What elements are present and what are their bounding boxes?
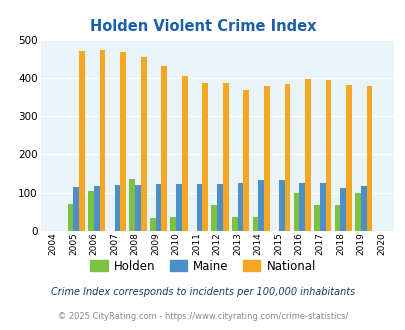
Legend: Holden, Maine, National: Holden, Maine, National	[85, 255, 320, 278]
Bar	[88, 191, 94, 231]
Bar	[176, 183, 181, 231]
Bar	[73, 187, 79, 231]
Bar	[313, 205, 319, 231]
Bar	[284, 84, 290, 231]
Bar	[345, 85, 351, 231]
Text: Crime Index corresponds to incidents per 100,000 inhabitants: Crime Index corresponds to incidents per…	[51, 287, 354, 297]
Bar	[217, 183, 222, 231]
Bar	[135, 185, 141, 231]
Bar	[202, 83, 208, 231]
Bar	[211, 205, 217, 231]
Bar	[100, 50, 105, 231]
Bar	[258, 181, 263, 231]
Bar	[243, 90, 249, 231]
Bar	[149, 217, 155, 231]
Bar	[325, 80, 330, 231]
Bar	[79, 51, 85, 231]
Bar	[252, 217, 258, 231]
Bar	[94, 186, 100, 231]
Bar	[339, 188, 345, 231]
Bar	[278, 181, 284, 231]
Bar	[196, 183, 202, 231]
Bar	[319, 183, 325, 231]
Bar	[155, 184, 161, 231]
Text: Holden Violent Crime Index: Holden Violent Crime Index	[90, 19, 315, 34]
Bar	[222, 83, 228, 231]
Bar	[129, 179, 135, 231]
Bar	[231, 217, 237, 231]
Bar	[170, 217, 176, 231]
Bar	[360, 186, 366, 231]
Bar	[298, 183, 304, 231]
Bar	[237, 183, 243, 231]
Bar	[304, 79, 310, 231]
Bar	[161, 66, 167, 231]
Bar	[114, 185, 120, 231]
Bar	[181, 76, 187, 231]
Bar	[141, 57, 146, 231]
Bar	[366, 85, 371, 231]
Bar	[263, 86, 269, 231]
Text: © 2025 CityRating.com - https://www.cityrating.com/crime-statistics/: © 2025 CityRating.com - https://www.city…	[58, 312, 347, 321]
Bar	[68, 204, 73, 231]
Bar	[334, 205, 339, 231]
Bar	[120, 52, 126, 231]
Bar	[354, 193, 360, 231]
Bar	[293, 193, 298, 231]
